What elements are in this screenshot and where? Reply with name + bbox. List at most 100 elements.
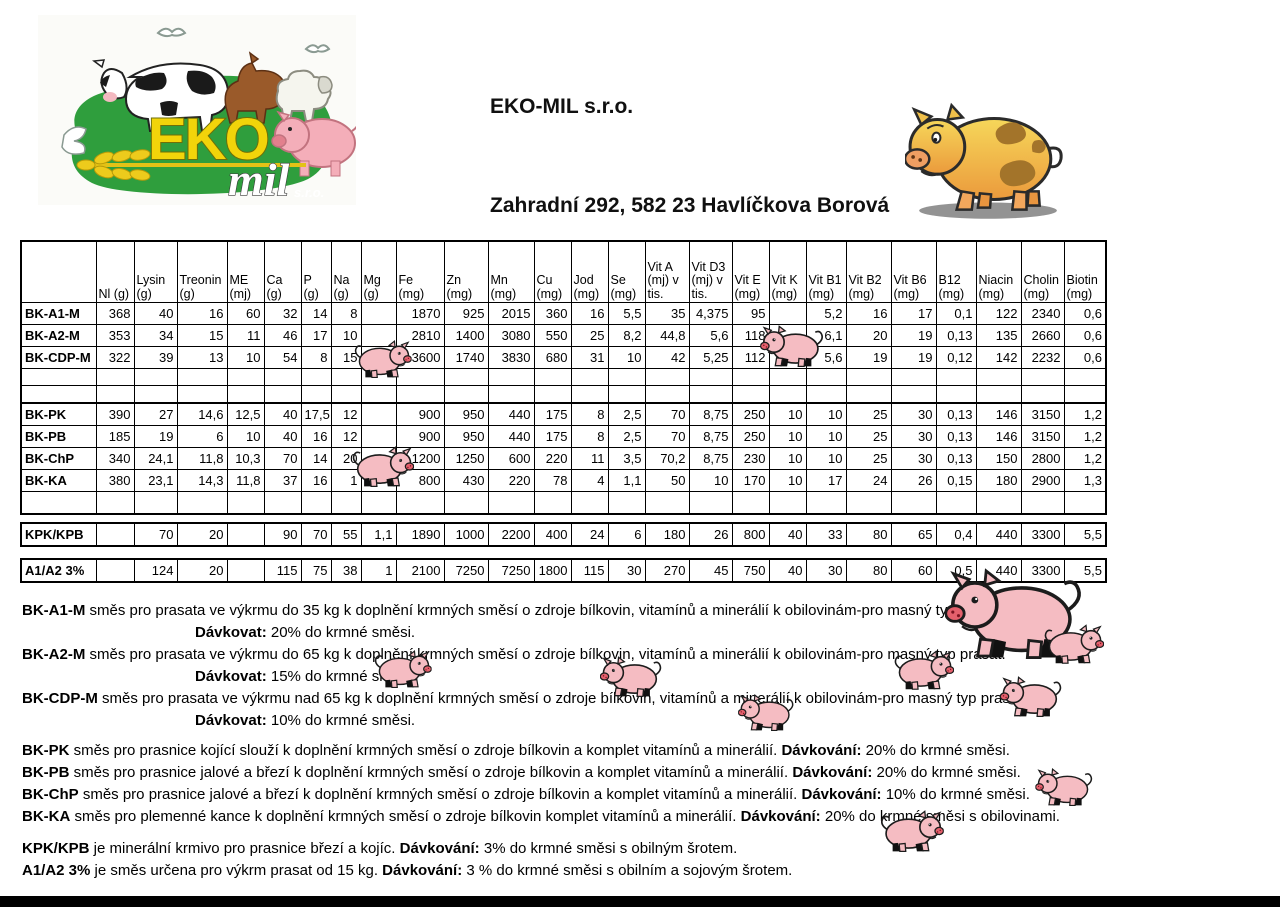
value-cell: 8,75 xyxy=(688,447,733,470)
value-cell: 440 xyxy=(487,425,535,448)
value-cell: 135 xyxy=(975,324,1022,347)
value-cell: 0,13 xyxy=(935,425,977,448)
value-cell: 7250 xyxy=(443,558,489,583)
value-cell: 2340 xyxy=(1020,302,1065,325)
table-row: KPK/KPB 70 20 90 70 55 1,1 1890 1000 2200 400 24 6 18… xyxy=(20,522,1107,547)
value-cell: 2,5 xyxy=(607,402,646,426)
value-cell: 19 xyxy=(890,324,937,347)
value-cell: 2100 xyxy=(395,558,445,583)
dosage-label: Dávkovat: xyxy=(195,712,267,729)
empty-cell xyxy=(731,385,770,404)
dove-icon xyxy=(156,27,331,54)
empty-cell xyxy=(95,385,135,404)
table-row: BK-PK 390 27 14,6 12,5 40 17,5 12 900 950 440 175 8 2… xyxy=(20,402,1107,426)
description-group: BK-A1-M směs pro prasata ve výkrmu do 35… xyxy=(22,600,1172,732)
empty-cell xyxy=(607,385,646,404)
dosage-text: 3 % do krmné směsi s obilním a sojovým š… xyxy=(462,862,793,879)
empty-cell xyxy=(731,368,770,386)
empty-cell xyxy=(1063,491,1107,515)
value-cell: 54 xyxy=(263,346,302,369)
product-description-text: je směs určena pro výkrm prasat od 15 kg… xyxy=(90,862,383,879)
row-label: A1/A2 3% xyxy=(20,558,97,583)
value-cell: 5,5 xyxy=(1063,558,1107,583)
empty-cell xyxy=(443,368,489,386)
value-cell: 17 xyxy=(890,302,937,325)
product-description-text: směs pro plemenné kance k doplnění krmný… xyxy=(70,808,741,825)
value-cell: 600 xyxy=(487,447,535,470)
value-cell: 180 xyxy=(975,469,1022,492)
value-cell: 25 xyxy=(845,425,892,448)
value-cell: 122 xyxy=(975,302,1022,325)
column-header: Nl (g) xyxy=(95,240,135,303)
value-cell: 900 xyxy=(395,402,445,426)
empty-cell xyxy=(688,491,733,515)
cow-icon xyxy=(92,59,230,132)
value-cell: 32 xyxy=(263,302,302,325)
value-cell: 340 xyxy=(95,447,135,470)
empty-cell xyxy=(20,385,97,404)
dosage-text: 20% do krmné směsi s obilovinami. xyxy=(820,808,1060,825)
value-cell: 25 xyxy=(570,324,609,347)
value-cell: 70 xyxy=(644,425,690,448)
product-description-line: BK-PB směs pro prasnice jalové a březí k… xyxy=(22,762,1172,784)
value-cell: 5,5 xyxy=(1063,522,1107,547)
pig-clipart xyxy=(1000,676,1064,717)
product-description-line: A1/A2 3% je směs určena pro výkrm prasat… xyxy=(22,860,1172,882)
value-cell: 8,75 xyxy=(688,402,733,426)
value-cell: 2232 xyxy=(1020,346,1065,369)
value-cell: 925 xyxy=(443,302,489,325)
value-cell: 680 xyxy=(533,346,572,369)
pig-clipart xyxy=(892,650,954,690)
dosage-text: 20% do krmné směsi. xyxy=(861,742,1010,759)
nutrition-table-fattening-premixes: Nl (g) Lysin (g) Treonin (g) ME (mj) Ca (g) P… xyxy=(20,240,1107,404)
empty-row xyxy=(20,491,1107,515)
value-cell: 390 xyxy=(95,402,135,426)
value-cell: 30 xyxy=(890,447,937,470)
value-cell: 115 xyxy=(570,558,609,583)
value-cell: 2200 xyxy=(487,522,535,547)
empty-cell xyxy=(330,385,362,404)
empty-cell xyxy=(644,368,690,386)
value-cell: 70,2 xyxy=(644,447,690,470)
pig-clipart xyxy=(738,694,796,731)
dosage-text: 20% do krmné směsi. xyxy=(872,764,1021,781)
column-header: Vit B2 (mg) xyxy=(845,240,892,303)
row-label: BK-CDP-M xyxy=(20,346,97,369)
value-cell: 1,1 xyxy=(607,469,646,492)
empty-cell xyxy=(263,491,302,515)
value-cell: 19 xyxy=(890,346,937,369)
value-cell: 5,6 xyxy=(688,324,733,347)
pig-icon xyxy=(271,110,356,177)
dove-icon xyxy=(61,126,87,155)
empty-cell xyxy=(133,368,178,386)
value-cell: 70 xyxy=(300,522,332,547)
value-cell: 55 xyxy=(330,522,362,547)
column-header: ME (mj) xyxy=(226,240,265,303)
value-cell: 250 xyxy=(731,425,770,448)
empty-cell xyxy=(570,385,609,404)
value-cell: 900 xyxy=(395,425,445,448)
value-cell: 16 xyxy=(300,469,332,492)
dosage-text: 20% do krmné směsi. xyxy=(266,624,416,641)
empty-cell xyxy=(570,368,609,386)
product-description-text: směs pro prasnice jalové a březí k dopln… xyxy=(69,764,793,781)
value-cell: 39 xyxy=(133,346,178,369)
product-description-line: BK-ChP směs pro prasnice jalové a březí … xyxy=(22,784,1172,806)
value-cell: 322 xyxy=(95,346,135,369)
empty-cell xyxy=(890,385,937,404)
value-cell: 30 xyxy=(890,425,937,448)
column-header: Vit E (mg) xyxy=(731,240,770,303)
value-cell: 270 xyxy=(644,558,690,583)
value-cell: 11 xyxy=(570,447,609,470)
value-cell: 16 xyxy=(300,425,332,448)
value-cell: 33 xyxy=(805,522,847,547)
value-cell: 3830 xyxy=(487,346,535,369)
product-description-text: směs pro prasata ve výkrmu do 65 kg k do… xyxy=(85,646,1006,663)
value-cell: 10 xyxy=(768,469,807,492)
dosage-label: Dávkovat: xyxy=(195,668,267,685)
value-cell: 70 xyxy=(644,402,690,426)
table-row: BK-CDP-M 322 39 13 10 54 8 15 3600 1740 3830 680 31 1… xyxy=(20,346,1107,369)
value-cell: 14 xyxy=(300,302,332,325)
value-cell: 230 xyxy=(731,447,770,470)
value-cell: 0,1 xyxy=(935,302,977,325)
